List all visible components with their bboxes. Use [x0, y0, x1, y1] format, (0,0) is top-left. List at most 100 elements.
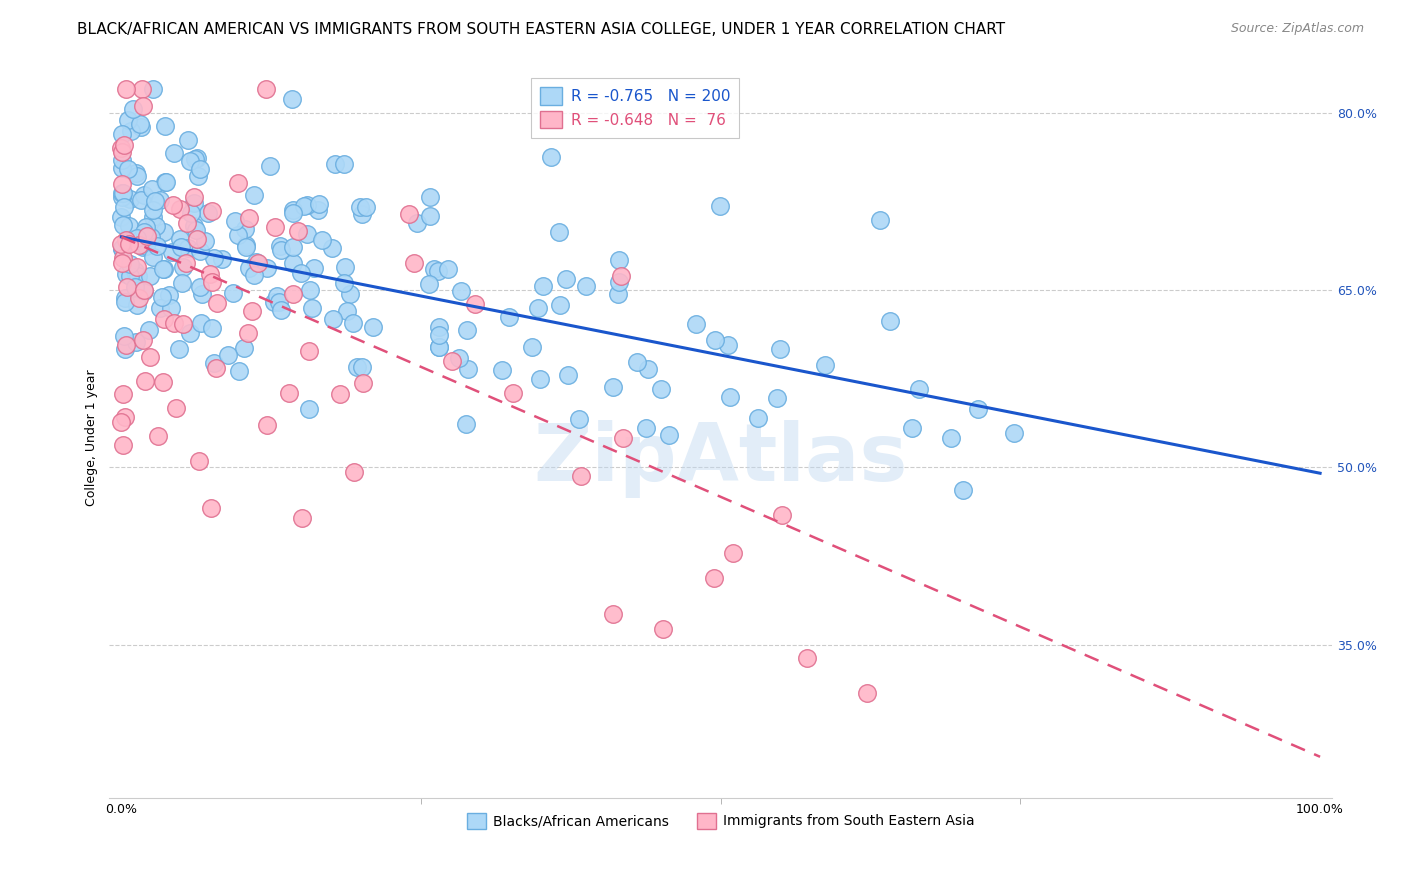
Point: [299, 283, 322, 297]
Point: [869, 213, 891, 227]
Point: [128, 238, 150, 252]
Text: ZipAtlas: ZipAtlas: [533, 420, 908, 499]
Point: [125, 166, 148, 180]
Point: [155, 175, 177, 189]
Point: [111, 186, 134, 201]
Point: [336, 304, 359, 318]
Point: [356, 200, 378, 214]
Point: [658, 427, 681, 442]
Point: [200, 501, 222, 516]
Point: [440, 353, 463, 368]
Point: [132, 333, 155, 347]
Point: [120, 192, 142, 206]
Point: [110, 141, 132, 155]
Point: [342, 316, 364, 330]
Point: [292, 199, 315, 213]
Point: [122, 102, 145, 116]
Point: [266, 289, 288, 303]
Point: [152, 375, 174, 389]
Point: [142, 82, 165, 96]
Point: [547, 225, 569, 239]
Point: [129, 120, 152, 134]
Point: [112, 219, 135, 233]
Point: [602, 607, 624, 622]
Point: [186, 232, 208, 246]
Point: [427, 319, 450, 334]
Point: [607, 275, 630, 289]
Point: [907, 382, 929, 396]
Point: [128, 291, 150, 305]
Point: [405, 217, 427, 231]
Point: [202, 356, 225, 370]
Point: [228, 364, 250, 378]
Point: [464, 297, 486, 311]
Point: [110, 236, 132, 251]
Point: [111, 241, 134, 255]
Point: [146, 239, 169, 253]
Point: [456, 323, 478, 337]
Point: [721, 546, 744, 560]
Point: [163, 145, 186, 160]
Point: [531, 279, 554, 293]
Point: [602, 380, 624, 394]
Y-axis label: College, Under 1 year: College, Under 1 year: [86, 369, 98, 506]
Point: [145, 219, 167, 233]
Point: [281, 202, 304, 217]
Point: [966, 402, 988, 417]
Point: [124, 280, 146, 294]
Point: [131, 82, 153, 96]
Point: [153, 262, 176, 277]
Point: [128, 117, 150, 131]
Point: [115, 338, 138, 352]
Point: [308, 197, 330, 211]
Point: [342, 465, 364, 479]
Point: [498, 310, 520, 324]
Point: [281, 93, 304, 107]
Point: [554, 272, 576, 286]
Legend: Blacks/African Americans, Immigrants from South Eastern Asia: Blacks/African Americans, Immigrants fro…: [461, 807, 980, 834]
Point: [332, 157, 354, 171]
Point: [704, 334, 727, 348]
Point: [298, 343, 321, 358]
Point: [236, 326, 259, 341]
Point: [575, 278, 598, 293]
Point: [457, 361, 479, 376]
Point: [138, 269, 160, 284]
Point: [183, 190, 205, 204]
Point: [222, 285, 245, 300]
Point: [269, 238, 291, 252]
Point: [152, 225, 174, 239]
Point: [125, 274, 148, 288]
Point: [226, 176, 249, 190]
Point: [183, 152, 205, 166]
Point: [114, 291, 136, 305]
Point: [290, 267, 312, 281]
Point: [201, 321, 224, 335]
Point: [110, 210, 132, 224]
Point: [180, 205, 202, 219]
Point: [254, 82, 277, 96]
Point: [270, 302, 292, 317]
Point: [703, 571, 725, 585]
Point: [307, 202, 329, 217]
Point: [267, 294, 290, 309]
Point: [138, 323, 160, 337]
Point: [112, 329, 135, 343]
Point: [322, 311, 344, 326]
Point: [174, 256, 197, 270]
Point: [146, 428, 169, 442]
Point: [141, 250, 163, 264]
Point: [160, 301, 183, 316]
Point: [634, 421, 657, 435]
Point: [176, 216, 198, 230]
Point: [612, 431, 634, 445]
Point: [132, 283, 155, 297]
Point: [297, 227, 319, 241]
Point: [150, 290, 173, 304]
Point: [188, 280, 211, 294]
Point: [149, 193, 172, 207]
Point: [165, 401, 187, 416]
Point: [179, 326, 201, 341]
Point: [856, 686, 879, 700]
Point: [311, 233, 333, 247]
